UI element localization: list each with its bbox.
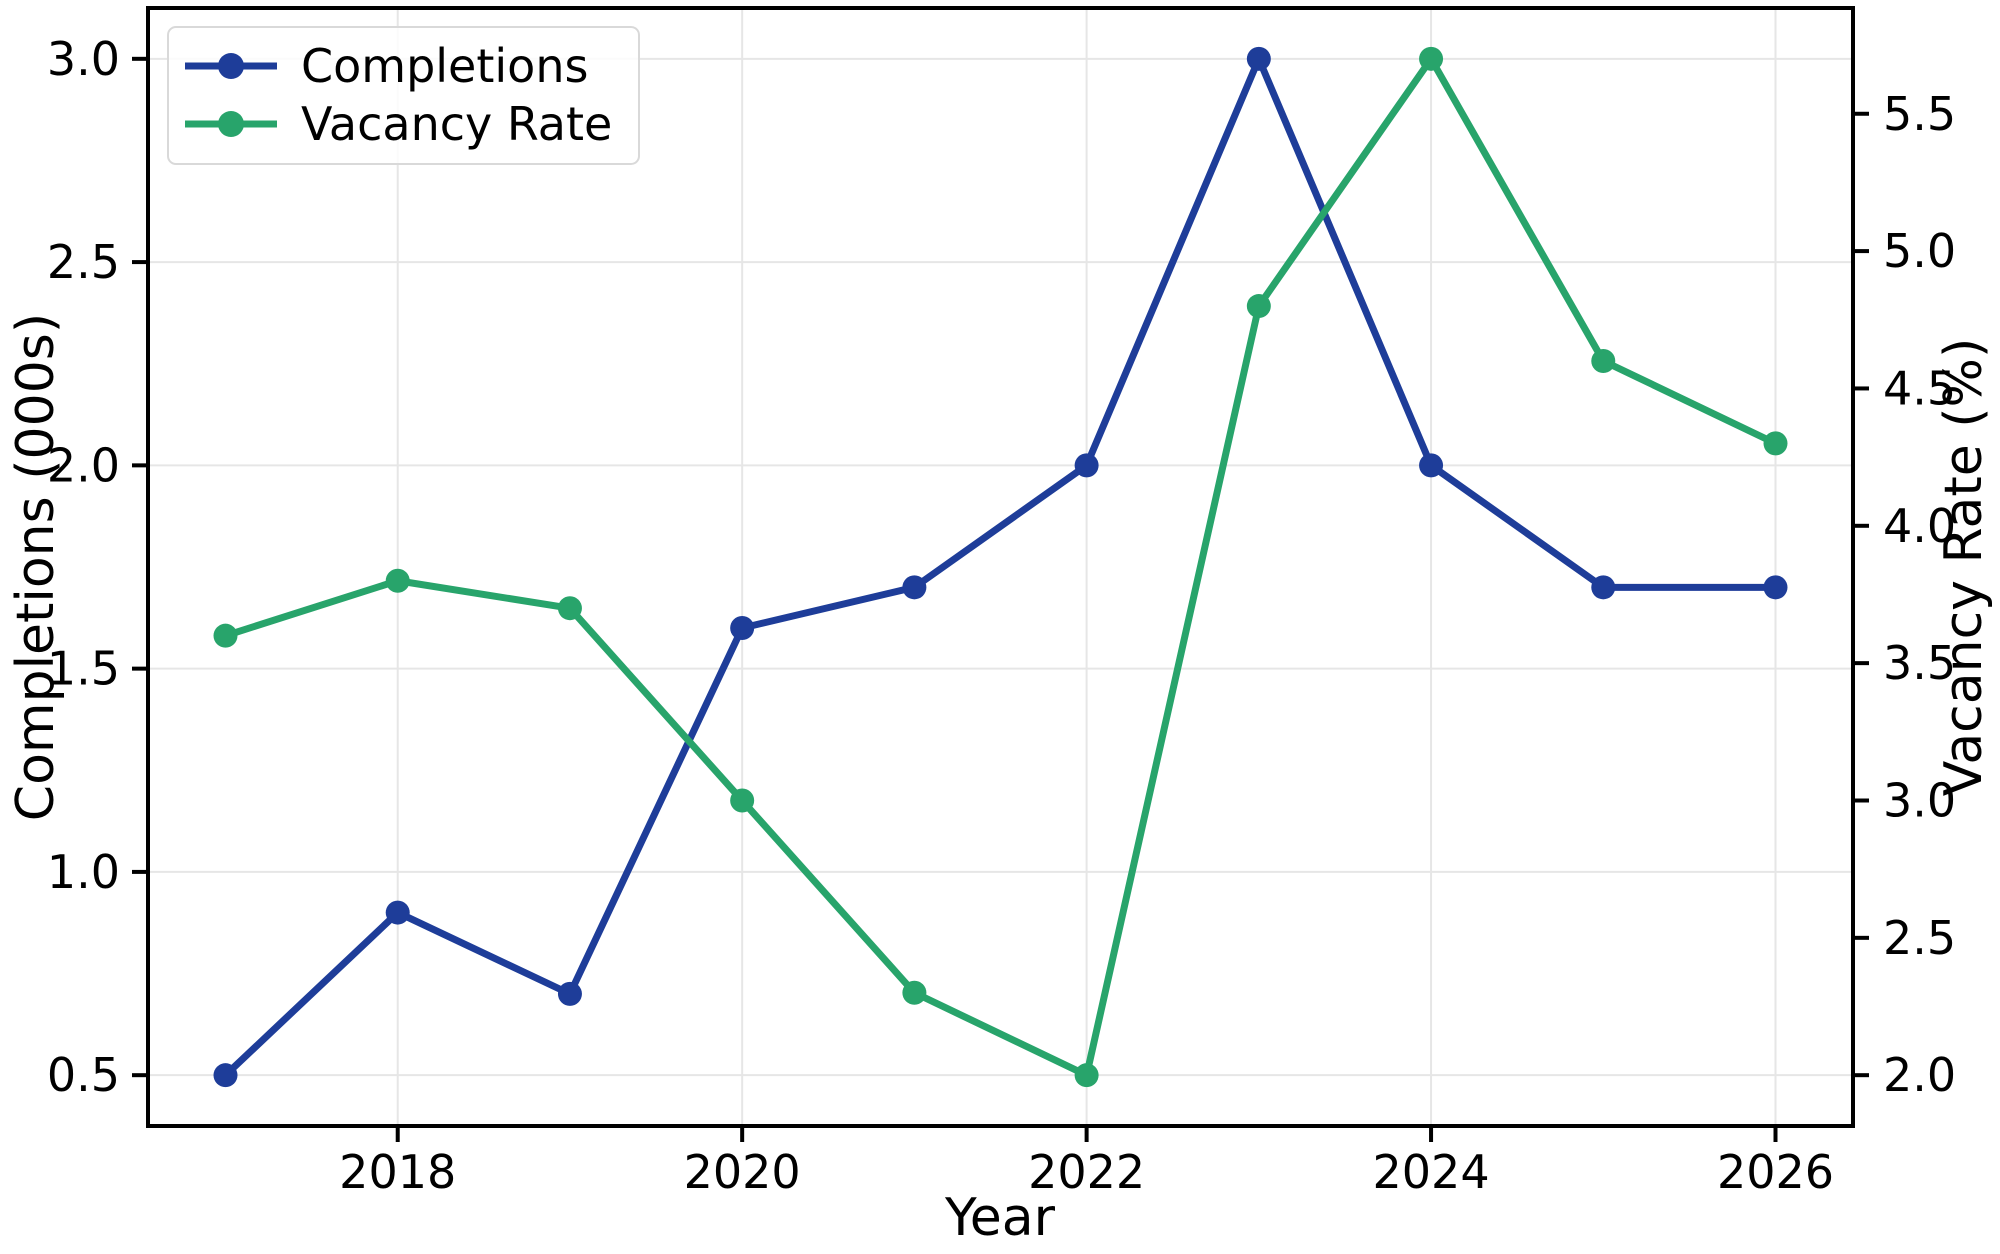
right-y-tick-label: 5.5 (1883, 87, 1956, 141)
right-y-tick-label: 2.5 (1883, 911, 1956, 965)
vacancy-rate-marker (1591, 348, 1616, 373)
vacancy-rate-marker (1419, 46, 1444, 71)
completions-marker (213, 1063, 238, 1088)
completions-legend-swatch (185, 53, 277, 80)
vacancy-rate-marker (902, 980, 927, 1005)
vacancy-rate-marker (1074, 1063, 1099, 1088)
completions-marker (1246, 46, 1271, 71)
vacancy-rate-marker (730, 788, 755, 813)
x-tick-label: 2026 (1717, 1145, 1834, 1199)
vacancy-rate-marker (385, 568, 410, 593)
x-axis-title: Year (944, 1188, 1056, 1248)
vacancy-rate-marker (557, 596, 582, 621)
legend-item-vacancy-rate: Vacancy Rate (181, 97, 613, 152)
right-y-tick-label: 4.0 (1883, 499, 1956, 553)
completions-marker (1763, 575, 1788, 600)
completions-marker (1419, 453, 1444, 478)
right-y-tick-label: 3.0 (1883, 773, 1956, 827)
left-y-tick-label: 0.5 (47, 1048, 120, 1102)
completions-marker (1074, 453, 1099, 478)
right-y-tick-label: 4.5 (1883, 361, 1956, 415)
completions-marker (385, 900, 410, 925)
left-y-axis-title: Completions (000s) (6, 313, 66, 821)
x-tick-label: 2020 (684, 1145, 801, 1199)
x-tick-label: 2022 (1028, 1145, 1145, 1199)
legend: Completions Vacancy Rate (167, 26, 641, 165)
vacancy-rate-line (222, 55, 1779, 1079)
completions-marker (902, 575, 927, 600)
legend-item-completions: Completions (181, 42, 612, 90)
right-y-tick-label: 5.0 (1883, 224, 1956, 278)
gridlines (148, 8, 1853, 1126)
vacancy-rate-marker (1246, 294, 1271, 319)
completions-marker (1591, 575, 1616, 600)
right-y-axis-title: Vacancy Rate (%) (1934, 338, 1994, 796)
axis-ticks (132, 56, 1869, 1142)
x-tick-label: 2018 (339, 1145, 456, 1199)
left-y-tick-label: 1.5 (47, 642, 120, 696)
right-y-tick-label: 3.5 (1883, 636, 1956, 690)
completions-marker (557, 981, 582, 1006)
plot-border (146, 6, 1855, 1128)
left-y-tick-label: 1.0 (47, 845, 120, 899)
vacancy-rate-legend-swatch (185, 111, 277, 138)
vacancy-rate-marker (1763, 431, 1788, 456)
axis-tick-labels: 0.5 1.0 1.5 2.0 2.5 3.0 2.0 2.5 3.0 3.5 4.0 4.5 5.0 5… (47, 32, 1956, 1199)
completions-line (222, 55, 1779, 1079)
vacancy-rate-marker (213, 623, 238, 648)
axes-spines (146, 6, 1855, 1128)
left-y-tick-label: 2.5 (47, 235, 120, 289)
right-y-tick-label: 2.0 (1883, 1048, 1956, 1102)
left-y-tick-label: 2.0 (47, 438, 120, 492)
data-series (213, 46, 1788, 1088)
completions-marker (730, 615, 755, 640)
legend-label-completions: Completions (301, 39, 589, 93)
left-y-tick-label: 3.0 (47, 32, 120, 86)
x-tick-label: 2024 (1373, 1145, 1490, 1199)
legend-label-vacancy-rate: Vacancy Rate (301, 97, 613, 152)
